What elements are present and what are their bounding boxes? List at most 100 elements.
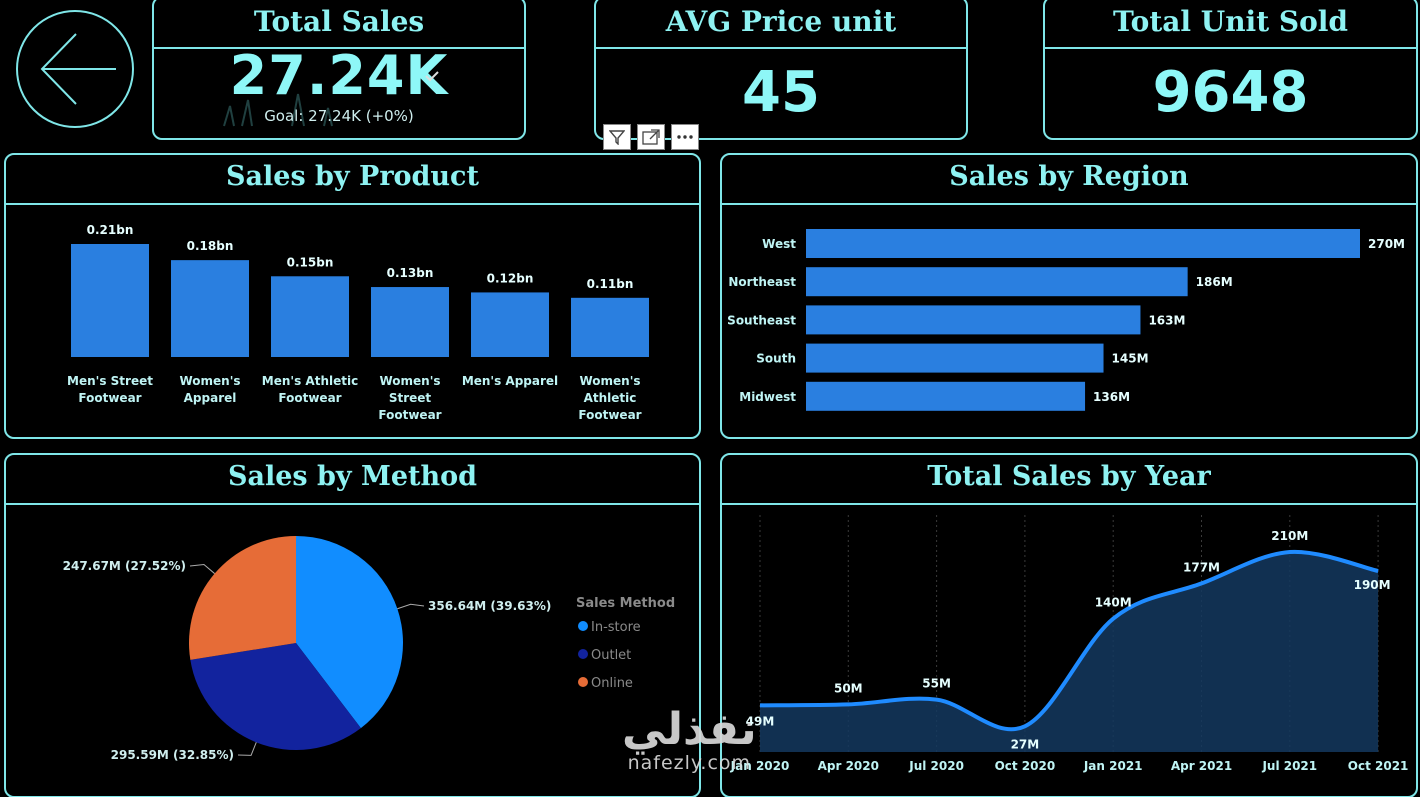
data-label: 140M bbox=[1095, 596, 1132, 610]
sales-line[interactable] bbox=[759, 549, 1379, 732]
product-bar-label: 0.12bn bbox=[487, 271, 534, 285]
product-category-label: Footwear bbox=[578, 408, 641, 422]
product-bar-label: 0.15bn bbox=[287, 255, 334, 269]
region-category-label: South bbox=[756, 352, 796, 366]
pie-leader-line bbox=[189, 563, 215, 574]
kpi-title: Total Unit Sold bbox=[1045, 0, 1416, 49]
sales-by-region-panel: Sales by Region West 270M Northeast 186M Sou… bbox=[720, 153, 1418, 439]
region-bar-label: 145M bbox=[1112, 352, 1149, 366]
product-bar[interactable] bbox=[371, 287, 449, 357]
data-label: 50M bbox=[834, 681, 863, 695]
region-bar-label: 186M bbox=[1196, 275, 1233, 289]
data-label: 27M bbox=[1011, 737, 1040, 751]
legend-item[interactable]: Outlet bbox=[591, 648, 631, 663]
pie-slice[interactable] bbox=[296, 536, 403, 729]
product-category-label: Men's Street bbox=[67, 374, 153, 388]
kpi-value: 9648 bbox=[1152, 60, 1309, 125]
pie-label: 247.67M (27.52%) bbox=[63, 559, 186, 573]
legend-item[interactable]: In-store bbox=[591, 620, 641, 635]
region-bar[interactable] bbox=[806, 229, 1360, 258]
kpi-goal: Goal: 27.24K (+0%) bbox=[264, 107, 414, 125]
product-bar-chart: 0.21bn Men's Street Footwear 0.18bn Women's A… bbox=[67, 223, 649, 422]
kpi-avg-price-card: AVG Price unit 45 bbox=[594, 0, 968, 140]
region-bar[interactable] bbox=[806, 305, 1141, 335]
legend-item[interactable]: Online bbox=[591, 676, 633, 691]
product-bar[interactable] bbox=[571, 297, 649, 357]
focus-mode-button[interactable] bbox=[637, 124, 665, 150]
method-pie-chart: 356.64M (39.63%) 295.59M (32.85%) 247.67M … bbox=[63, 536, 675, 762]
pie-slice[interactable] bbox=[189, 536, 296, 660]
legend-swatch bbox=[578, 621, 588, 631]
region-bar[interactable] bbox=[806, 267, 1188, 297]
x-tick-label: Jan 2021 bbox=[1083, 759, 1143, 773]
data-label: 177M bbox=[1183, 560, 1220, 574]
legend-swatch bbox=[578, 649, 588, 659]
sparkline bbox=[223, 93, 333, 127]
region-bar-label: 136M bbox=[1093, 390, 1130, 404]
checkmark-icon bbox=[425, 71, 439, 82]
data-label: 210M bbox=[1271, 529, 1308, 543]
product-category-label: Athletic bbox=[584, 391, 637, 405]
panel-title: Sales by Product bbox=[6, 155, 699, 205]
x-tick-label: Apr 2021 bbox=[1171, 759, 1232, 773]
region-bar-chart: West 270M Northeast 186M Southeast 163M South 1… bbox=[727, 229, 1405, 411]
region-bar[interactable] bbox=[806, 381, 1086, 411]
x-tick-label: Jul 2020 bbox=[908, 759, 964, 773]
area-fill bbox=[760, 551, 1379, 752]
product-category-label: Street bbox=[389, 391, 432, 405]
more-icon bbox=[677, 135, 693, 139]
watermark-logo: نفذلي nafezly.com bbox=[622, 704, 757, 775]
product-bar[interactable] bbox=[171, 260, 249, 357]
data-label: 49M bbox=[746, 714, 775, 728]
kpi-value: 27.24K bbox=[229, 44, 449, 107]
region-bar[interactable] bbox=[806, 343, 1104, 373]
panel-title: Sales by Method bbox=[6, 455, 699, 505]
more-options-button[interactable] bbox=[671, 124, 699, 150]
x-tick-label: Jul 2021 bbox=[1261, 759, 1317, 773]
region-category-label: West bbox=[762, 237, 796, 251]
product-bar-label: 0.21bn bbox=[87, 223, 134, 237]
filter-icon bbox=[609, 130, 625, 145]
arrow-left-icon bbox=[40, 33, 116, 105]
sales-by-product-panel: Sales by Product 0.21bn Men's Street Footw… bbox=[4, 153, 701, 439]
region-category-label: Northeast bbox=[728, 275, 796, 289]
x-tick-label: Oct 2021 bbox=[1348, 759, 1409, 773]
kpi-value: 45 bbox=[742, 60, 820, 125]
product-category-label: Apparel bbox=[184, 391, 237, 405]
sales-by-year-panel: Total Sales by Year Jan 2020 Apr 2020 Jul … bbox=[720, 453, 1418, 797]
product-bar-label: 0.11bn bbox=[587, 277, 634, 291]
product-category-label: Footwear bbox=[78, 391, 141, 405]
product-bar[interactable] bbox=[471, 292, 549, 357]
region-bar-label: 163M bbox=[1148, 313, 1185, 327]
region-bar-label: 270M bbox=[1368, 237, 1405, 251]
data-label: 55M bbox=[922, 677, 951, 691]
filter-button[interactable] bbox=[603, 124, 631, 150]
legend-title: Sales Method bbox=[576, 596, 675, 611]
product-category-label: Women's bbox=[179, 374, 240, 388]
product-category-label: Men's Athletic bbox=[262, 374, 358, 388]
legend-swatch bbox=[578, 677, 588, 687]
product-category-label: Men's Apparel bbox=[462, 374, 558, 388]
product-bar-label: 0.18bn bbox=[187, 239, 234, 253]
pie-leader-line bbox=[237, 742, 257, 756]
product-bar[interactable] bbox=[271, 276, 349, 357]
pie-leader-line bbox=[397, 603, 425, 610]
expand-icon bbox=[642, 129, 660, 145]
pie-label: 295.59M (32.85%) bbox=[111, 748, 234, 762]
pie-slice[interactable] bbox=[190, 643, 361, 750]
back-button[interactable] bbox=[16, 10, 134, 128]
kpi-units-sold-card: Total Unit Sold 9648 bbox=[1043, 0, 1418, 140]
product-category-label: Women's bbox=[379, 374, 440, 388]
x-tick-label: Oct 2020 bbox=[995, 759, 1056, 773]
sales-by-method-panel: Sales by Method 356.64M (39.63%) 295.59M … bbox=[4, 453, 701, 797]
product-category-label: Footwear bbox=[278, 391, 341, 405]
panel-title: Total Sales by Year bbox=[722, 455, 1416, 505]
panel-title: Sales by Region bbox=[722, 155, 1416, 205]
region-category-label: Southeast bbox=[727, 313, 796, 327]
year-area-chart: Jan 2020 Apr 2020 Jul 2020 Oct 2020 Jan 2021… bbox=[730, 515, 1409, 773]
product-category-label: Women's bbox=[579, 374, 640, 388]
x-tick-label: Jan 2020 bbox=[730, 759, 790, 773]
kpi-total-sales-card: Total Sales 27.24K Goal: 27.24K (+0%) bbox=[152, 0, 526, 140]
x-tick-label: Apr 2020 bbox=[818, 759, 879, 773]
product-bar[interactable] bbox=[71, 244, 149, 357]
